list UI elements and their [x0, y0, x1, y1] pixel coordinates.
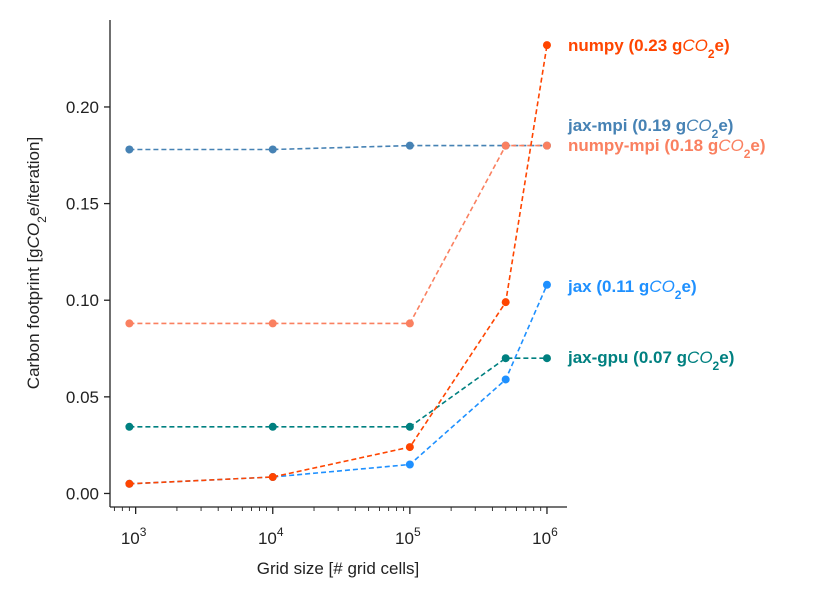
data-point-numpy: [501, 298, 510, 307]
y-axis-ticks: 0.00 0.05 0.10 0.15 0.20: [66, 98, 110, 503]
series-line-numpy: [129, 44, 548, 485]
y-axis-label: Carbon footprint [gCO2e/iteration]: [24, 137, 49, 389]
data-point-jax-gpu: [268, 422, 277, 431]
data-point-numpy: [125, 479, 134, 488]
data-point-numpy: [542, 41, 551, 50]
data-point-numpy-mpi: [542, 141, 551, 150]
data-point-jax-mpi: [405, 141, 414, 150]
series-line-numpy-mpi: [129, 144, 547, 325]
series-line-jax: [129, 284, 548, 485]
series-group: [125, 41, 551, 488]
data-point-jax: [542, 280, 551, 289]
data-point-jax-gpu: [501, 354, 510, 363]
x-tick-label: 103: [121, 525, 147, 548]
data-point-jax-mpi: [125, 145, 134, 154]
series-label-jax-mpi: jax-mpi (0.19 gCO2e): [567, 116, 733, 141]
y-tick-label: 0.10: [66, 291, 99, 310]
series-label-jax: jax (0.11 gCO2e): [567, 277, 697, 302]
x-axis-label: Grid size [# grid cells]: [257, 559, 420, 578]
data-point-numpy-mpi: [501, 141, 510, 150]
data-point-jax-gpu: [405, 422, 414, 431]
series-label-numpy: numpy (0.23 gCO2e): [568, 36, 730, 61]
x-tick-label: 106: [532, 525, 558, 548]
y-tick-label: 0.00: [66, 484, 99, 503]
x-axis-ticks: 103 104 105 106: [121, 507, 558, 548]
data-point-numpy: [405, 443, 414, 452]
data-point-numpy: [268, 473, 277, 482]
series-line-jax-gpu: [129, 357, 547, 428]
y-tick-label: 0.20: [66, 98, 99, 117]
y-tick-label: 0.05: [66, 388, 99, 407]
data-point-jax-mpi: [268, 145, 277, 154]
data-point-numpy-mpi: [268, 319, 277, 328]
data-point-jax-gpu: [125, 422, 134, 431]
series-label-jax-gpu: jax-gpu (0.07 gCO2e): [567, 348, 734, 373]
data-point-numpy-mpi: [125, 319, 134, 328]
data-point-jax-gpu: [542, 354, 551, 363]
series-labels: jax-mpi (0.19 gCO2e)numpy-mpi (0.18 gCO2…: [567, 36, 766, 373]
y-tick-label: 0.15: [66, 195, 99, 214]
x-tick-label: 104: [258, 525, 284, 548]
x-tick-label: 105: [395, 525, 421, 548]
x-axis-minor-ticks: [113, 507, 542, 511]
series-line-jax-mpi: [129, 144, 547, 151]
data-point-numpy-mpi: [405, 319, 414, 328]
data-point-jax: [501, 375, 510, 384]
series-label-numpy-mpi: numpy-mpi (0.18 gCO2e): [568, 136, 766, 161]
data-point-jax: [405, 460, 414, 469]
